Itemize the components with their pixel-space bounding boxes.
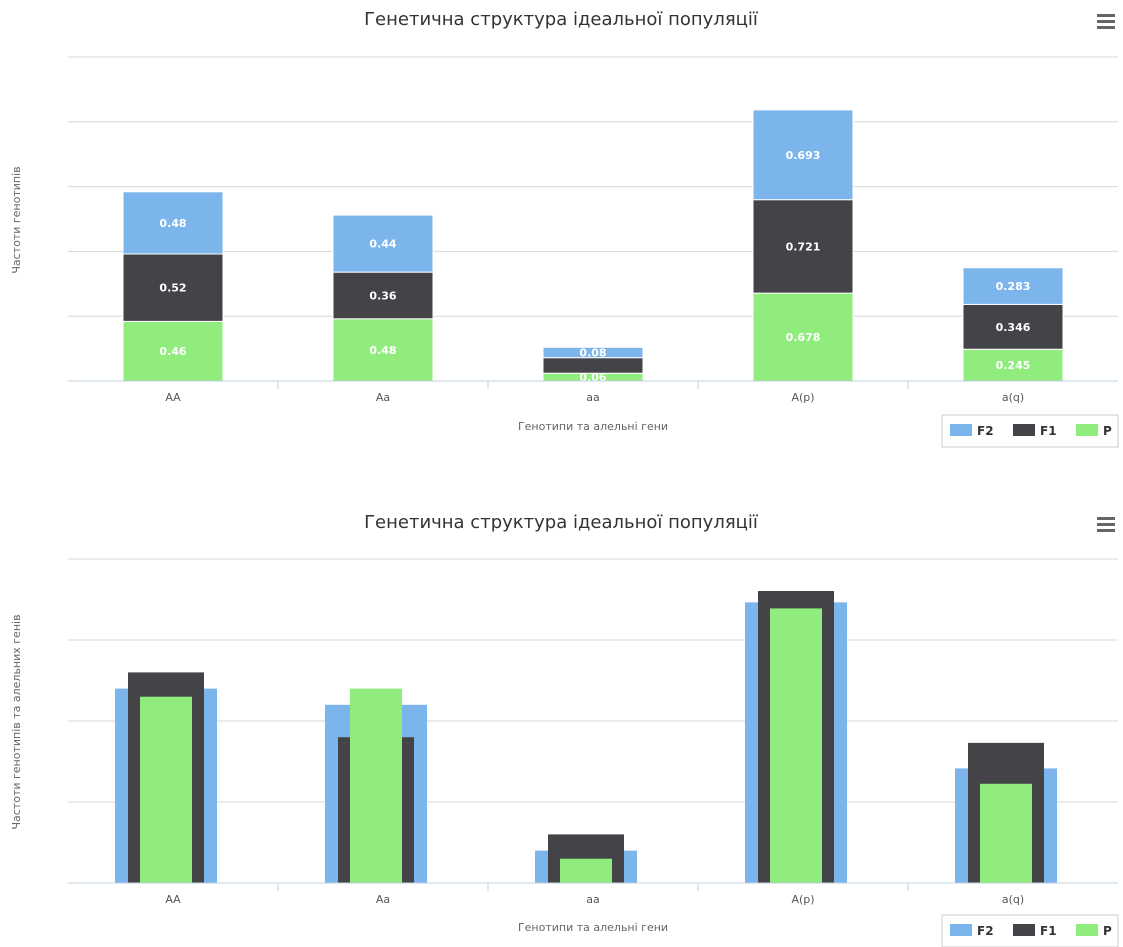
grid-lines bbox=[68, 558, 1118, 803]
bar-p[interactable] bbox=[770, 608, 822, 883]
bar-f1[interactable] bbox=[122, 253, 224, 322]
data-label: 0.36 bbox=[369, 289, 396, 302]
data-label: 0.721 bbox=[786, 240, 821, 253]
data-label: 0.245 bbox=[996, 359, 1031, 372]
x-axis-title: Генотипи та алельні гени bbox=[518, 921, 668, 934]
x-axis: AA Aa aa A(p) a(q) bbox=[68, 882, 1118, 906]
grid-lines bbox=[68, 56, 1118, 317]
data-label: 0.48 bbox=[159, 217, 186, 230]
chart-overlap: Генетична структура ідеальної популяції … bbox=[0, 500, 1123, 947]
chart-stacked-svg: Генетична структура ідеальної популяції … bbox=[10, 9, 1119, 448]
legend[interactable]: F2 F1 P bbox=[941, 914, 1119, 947]
chart-stacked: Генетична структура ідеальної популяції … bbox=[0, 0, 1123, 465]
x-axis: AA Aa aa A(p) a(q) bbox=[68, 380, 1118, 404]
x-tick-label: aa bbox=[586, 893, 599, 906]
bar-f2[interactable] bbox=[332, 214, 434, 273]
legend-swatch[interactable] bbox=[1076, 424, 1098, 436]
data-label: 0.283 bbox=[996, 280, 1031, 293]
bar-p[interactable] bbox=[560, 858, 612, 883]
x-tick-label: AA bbox=[165, 391, 181, 404]
x-tick-label: A(p) bbox=[791, 391, 814, 404]
bar-f2[interactable] bbox=[542, 346, 644, 359]
data-label: 0.346 bbox=[996, 321, 1031, 334]
bar-p[interactable] bbox=[962, 348, 1064, 382]
legend-item-f2[interactable]: F2 bbox=[977, 424, 994, 438]
x-tick-label: Aa bbox=[376, 893, 390, 906]
x-tick-label: AA bbox=[165, 893, 181, 906]
data-label: 0.44 bbox=[369, 238, 396, 251]
plot-area: 0.460.520.480.480.360.440.060.080.6780.7… bbox=[122, 109, 1064, 384]
bar-f2[interactable] bbox=[752, 109, 854, 201]
y-axis-title: Частоти генотипів bbox=[10, 166, 23, 273]
legend-item-f1[interactable]: F1 bbox=[1040, 424, 1057, 438]
bar-p[interactable] bbox=[122, 320, 224, 382]
bar-f1[interactable] bbox=[752, 199, 854, 294]
x-tick-label: a(q) bbox=[1002, 391, 1024, 404]
chart-overlap-svg: Генетична структура ідеальної популяції … bbox=[10, 512, 1119, 947]
x-tick-label: aa bbox=[586, 391, 599, 404]
data-label: 0.48 bbox=[369, 344, 396, 357]
chart-title: Генетична структура ідеальної популяції bbox=[364, 512, 759, 533]
data-label: 0.693 bbox=[786, 149, 821, 162]
data-label: 0.08 bbox=[579, 346, 606, 359]
bar-f2[interactable] bbox=[122, 191, 224, 255]
bar-f2[interactable] bbox=[962, 267, 1064, 305]
hamburger-menu-icon[interactable] bbox=[1097, 14, 1115, 29]
x-tick-label: A(p) bbox=[791, 893, 814, 906]
data-label: 0.678 bbox=[786, 331, 821, 344]
legend-swatch[interactable] bbox=[950, 424, 972, 436]
legend-swatch[interactable] bbox=[1013, 924, 1035, 936]
x-axis-title: Генотипи та алельні гени bbox=[518, 420, 668, 433]
bar-f1[interactable] bbox=[542, 357, 644, 374]
legend-swatch[interactable] bbox=[1076, 924, 1098, 936]
plot-area bbox=[115, 590, 1057, 883]
bar-p[interactable] bbox=[980, 783, 1032, 883]
legend-swatch[interactable] bbox=[950, 924, 972, 936]
legend-swatch[interactable] bbox=[1013, 424, 1035, 436]
legend-item-f2[interactable]: F2 bbox=[977, 924, 994, 938]
legend-item-p[interactable]: P bbox=[1103, 424, 1112, 438]
bar-p[interactable] bbox=[752, 292, 854, 382]
x-tick-label: Aa bbox=[376, 391, 390, 404]
data-label: 0.46 bbox=[159, 345, 186, 358]
hamburger-menu-icon[interactable] bbox=[1097, 517, 1115, 532]
data-label: 0.52 bbox=[159, 282, 186, 295]
x-tick-label: a(q) bbox=[1002, 893, 1024, 906]
bar-f1[interactable] bbox=[962, 303, 1064, 350]
chart-title: Генетична структура ідеальної популяції bbox=[364, 9, 759, 30]
legend[interactable]: F2 F1 P bbox=[941, 414, 1119, 448]
legend-item-p[interactable]: P bbox=[1103, 924, 1112, 938]
bar-p[interactable] bbox=[350, 688, 402, 883]
bar-p[interactable] bbox=[140, 696, 192, 883]
legend-item-f1[interactable]: F1 bbox=[1040, 924, 1057, 938]
y-axis-title: Частоти генотипів та алельних генів bbox=[10, 614, 23, 829]
